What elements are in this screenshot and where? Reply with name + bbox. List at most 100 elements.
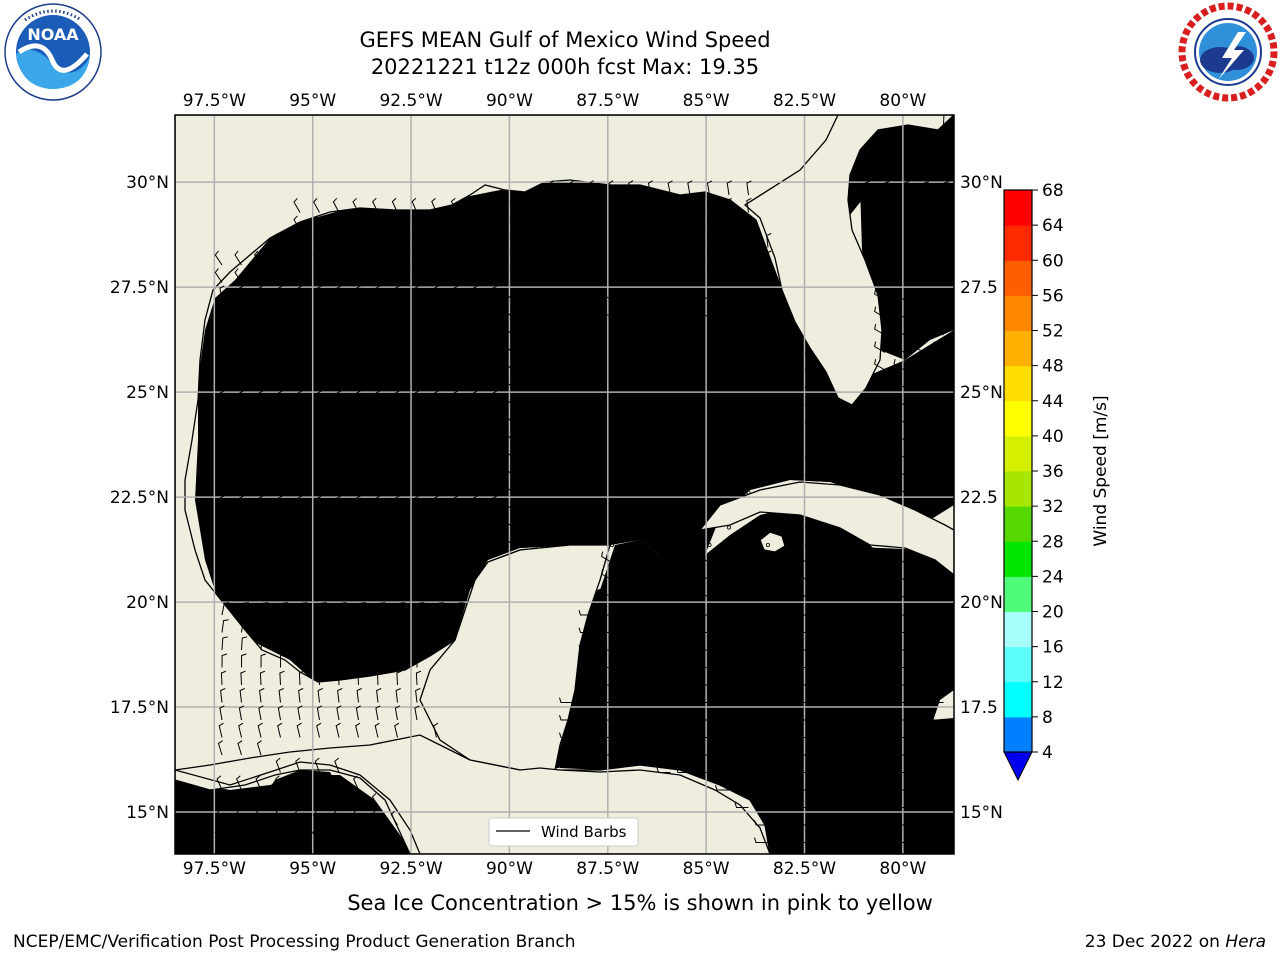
wind-barb (394, 355, 401, 371)
wind-barb (492, 320, 498, 336)
wind-barb (647, 215, 653, 231)
wind-barb-calm (629, 437, 634, 442)
wind-barb (679, 551, 691, 563)
lon-tick-label-bottom: 85°W (683, 859, 730, 879)
wind-barb (832, 802, 846, 808)
wind-barb (910, 767, 924, 773)
wind-barb (910, 610, 924, 616)
wind-barb (890, 732, 905, 738)
colorbar-tick-label: 36 (1042, 462, 1064, 482)
wind-barb (433, 355, 440, 371)
lon-tick-label-top: 82.5°W (773, 91, 836, 111)
wind-barb-calm (590, 332, 595, 337)
wind-barb (542, 341, 554, 353)
wind-barb (277, 477, 284, 493)
wind-barb (815, 586, 827, 598)
wind-barb-calm (688, 525, 693, 530)
wind-barb (319, 585, 328, 598)
colorbar-tick-label: 28 (1042, 532, 1064, 552)
map-content: Wind Barbs (175, 115, 954, 854)
wind-barb (273, 828, 281, 843)
wind-barb (893, 359, 905, 371)
wind-barb (601, 569, 613, 581)
wind-barb (390, 828, 398, 843)
wind-barb (913, 341, 925, 353)
wind-barb (351, 828, 359, 843)
wind-barb (411, 250, 418, 266)
wind-barb (253, 250, 262, 266)
wind-barb (698, 586, 710, 598)
wind-barb-calm (629, 420, 634, 425)
wind-barb (433, 477, 440, 493)
wind-barb (871, 697, 885, 703)
wind-barb (832, 820, 846, 826)
wind-barb (529, 215, 535, 231)
wind-barb (766, 250, 772, 266)
wind-barb (913, 394, 925, 406)
wind-barb (910, 715, 924, 721)
wind-barb (313, 775, 320, 791)
wind-barb (414, 705, 420, 721)
wind-barb (562, 481, 574, 493)
lat-tick-label-right: 27.5 (960, 278, 998, 298)
wind-barb (578, 645, 593, 651)
wind-barb (746, 180, 752, 196)
wind-barb (617, 645, 632, 651)
wind-barb (734, 750, 749, 756)
wind-barb (238, 477, 245, 493)
wind-barb (453, 390, 459, 406)
wind-barb (923, 163, 930, 178)
wind-barb-calm (805, 350, 810, 355)
wind-barb-calm (746, 525, 751, 530)
wind-barb (793, 662, 807, 668)
wind-barb (851, 767, 866, 773)
wind-barb-calm (766, 472, 771, 477)
wind-barb-calm (610, 455, 615, 460)
wind-barb (559, 697, 573, 703)
wind-barb (598, 610, 612, 616)
wind-barb (503, 376, 515, 388)
wind-barb (336, 477, 342, 493)
wind-barb (336, 302, 342, 318)
wind-barb (414, 460, 420, 476)
wind-barb (455, 516, 467, 528)
wind-barb-calm (805, 420, 810, 425)
wind-barb (492, 477, 498, 493)
wind-barb (338, 653, 345, 668)
wind-barb (299, 619, 307, 633)
wind-barb (297, 705, 303, 721)
colorbar-tick-label: 32 (1042, 497, 1064, 517)
wind-barb (647, 180, 653, 196)
wind-barb (258, 302, 264, 318)
wind-barb (812, 697, 827, 703)
wind-barb-calm (766, 385, 771, 390)
wind-barb (492, 337, 498, 353)
wind-barb (492, 302, 498, 318)
wind-barb (394, 337, 401, 353)
wind-barb (676, 662, 690, 668)
wind-barb (274, 775, 281, 791)
wind-barb (874, 481, 886, 493)
wind-barb (332, 232, 340, 248)
wind-barb (455, 550, 466, 563)
wind-barb (358, 619, 366, 633)
wind-barb (313, 250, 320, 266)
wind-barb-calm (629, 507, 634, 512)
wind-barb (377, 533, 389, 546)
wind-barb (336, 390, 342, 406)
wind-barb (656, 715, 671, 721)
wind-barb (679, 306, 691, 318)
lat-tick-label-right: 15°N (960, 803, 1003, 823)
wind-barb-calm (785, 350, 790, 355)
wind-barb (490, 197, 496, 213)
wind-barb (238, 390, 245, 406)
wind-barb (277, 320, 284, 336)
wind-barb (220, 688, 226, 703)
wind-barb (273, 250, 281, 266)
wind-barb-calm (805, 402, 810, 407)
wind-barb (893, 376, 905, 388)
wind-barb (503, 341, 515, 353)
wind-barb-calm (766, 332, 771, 337)
wind-barb (397, 516, 409, 528)
